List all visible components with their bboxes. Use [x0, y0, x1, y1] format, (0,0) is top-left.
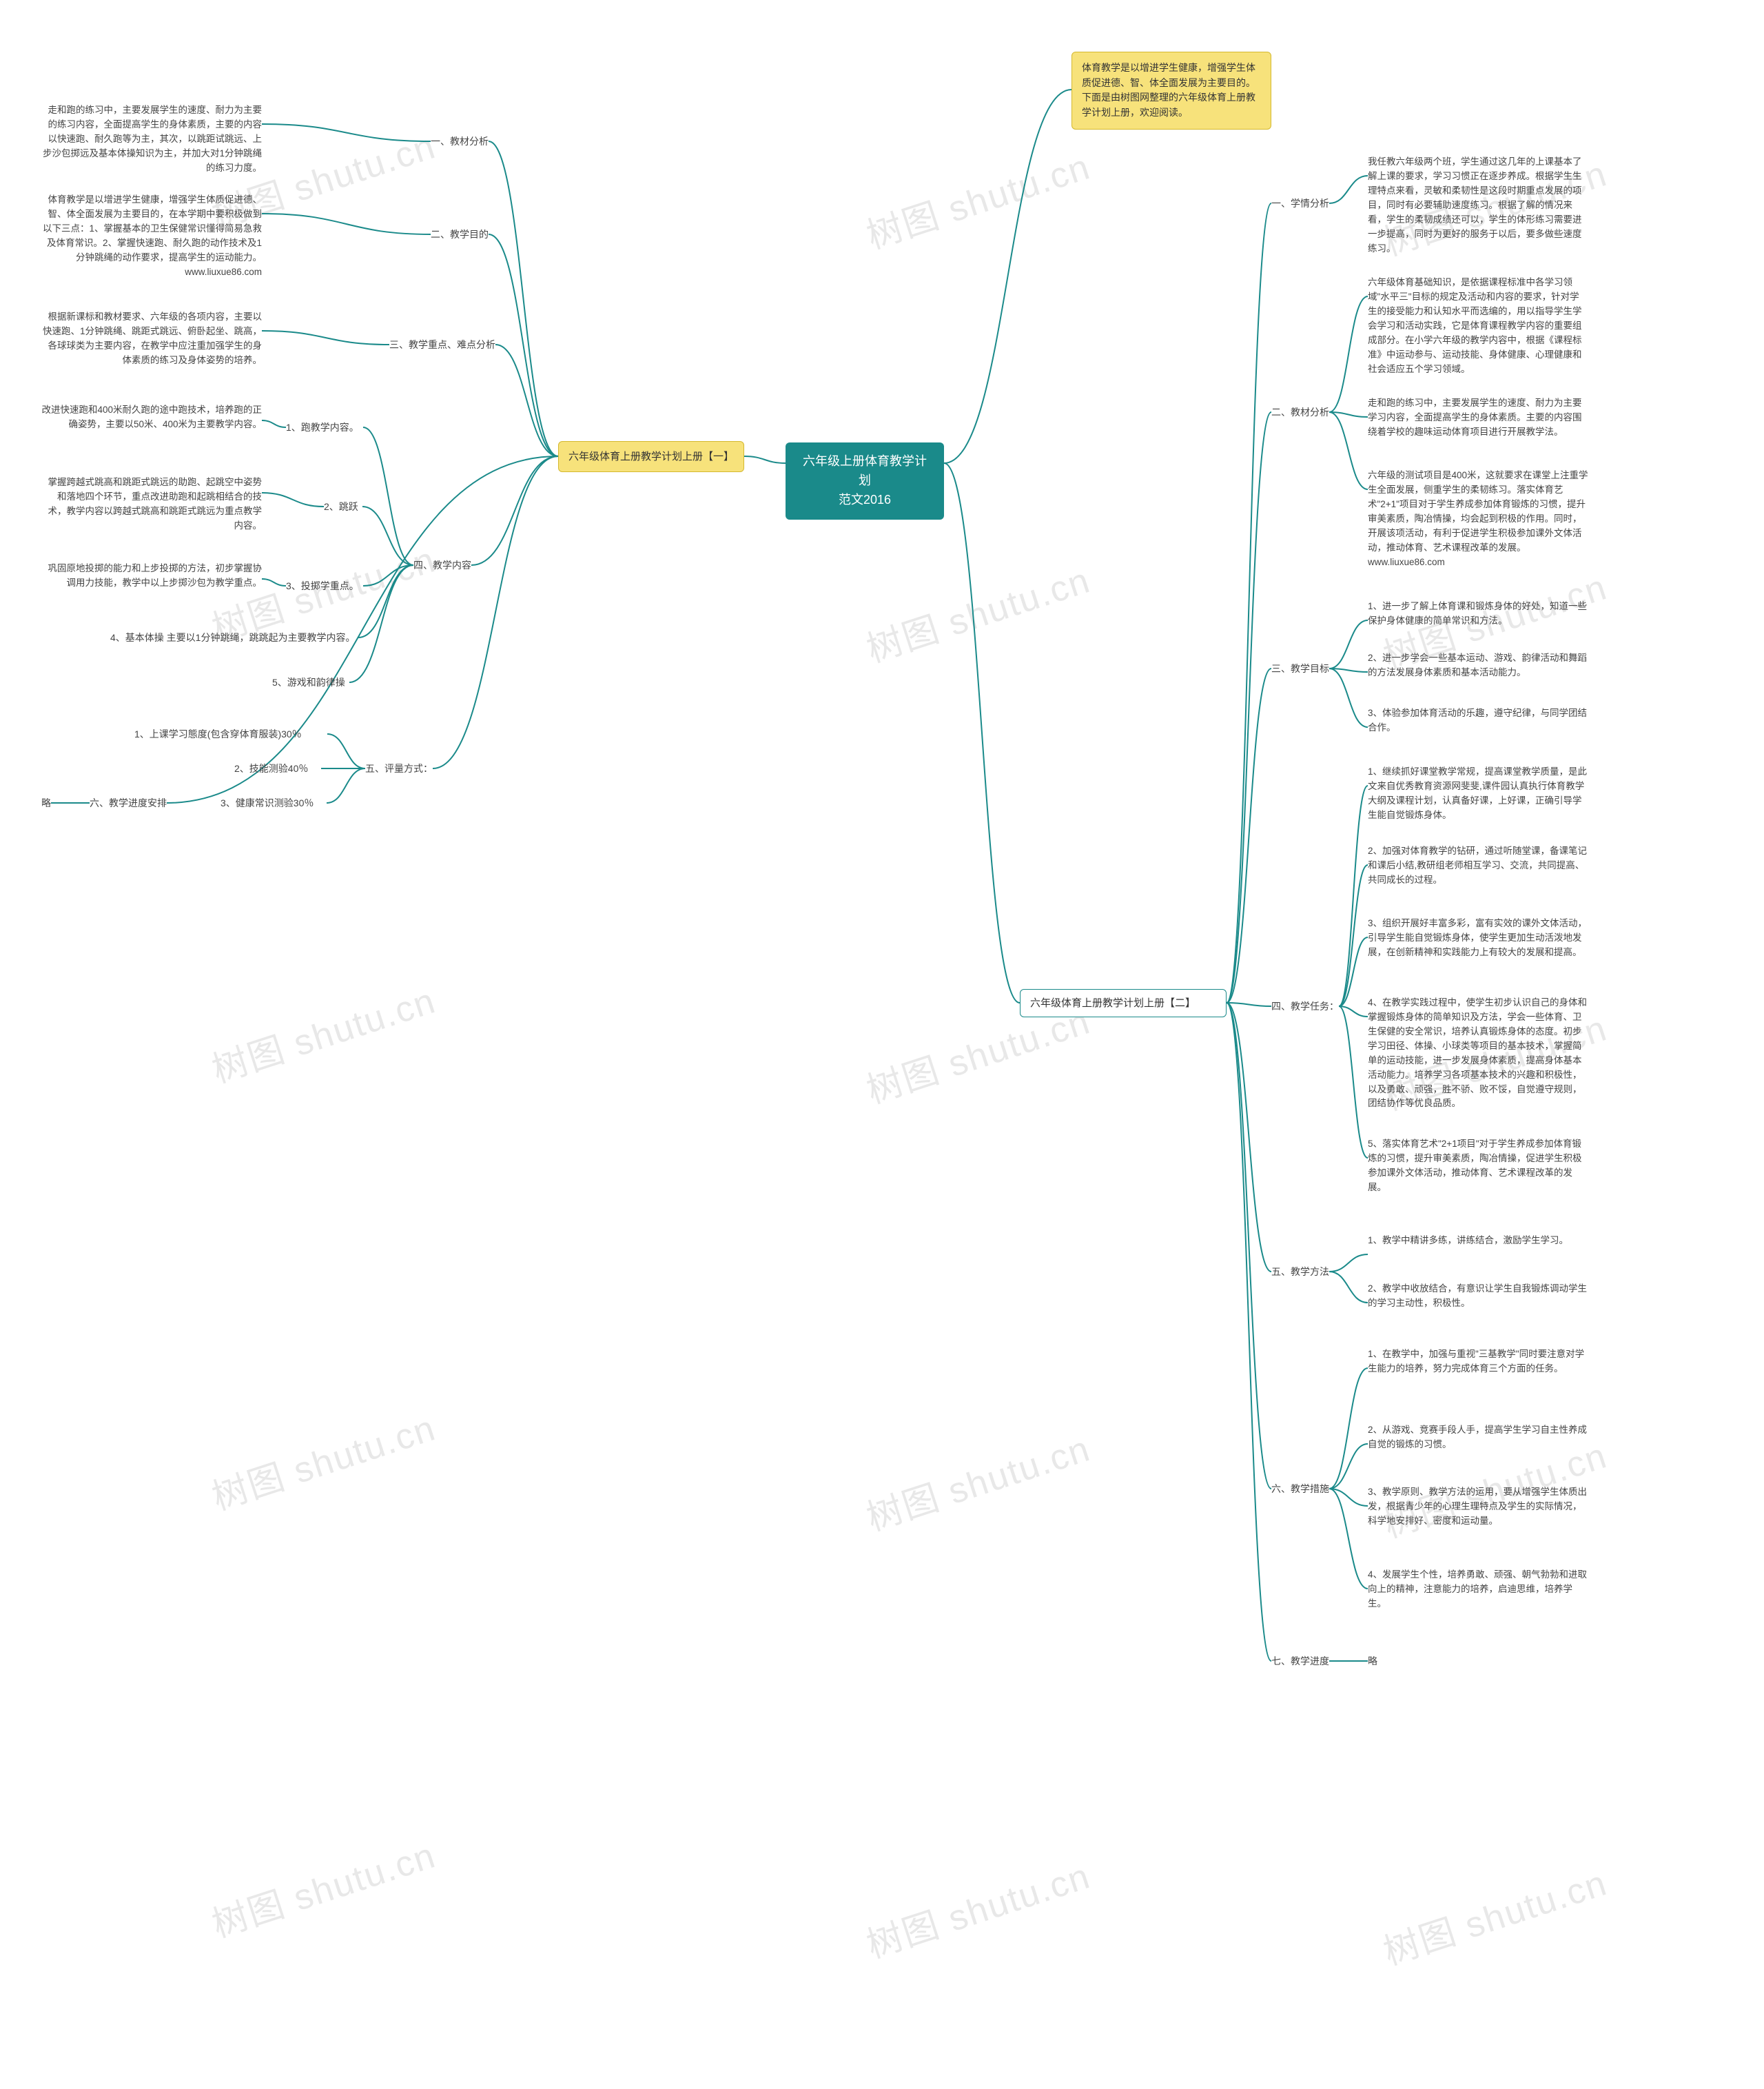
right-section-2[interactable]: 三、教学目标 — [1271, 662, 1329, 677]
right-leaf-5-3: 4、发展学生个性，培养勇敢、顽强、朝气勃勃和进取向上的精神，注意能力的培养，启迪… — [1368, 1568, 1588, 1611]
left-child-3-4[interactable]: 5、游戏和韵律操 — [272, 675, 345, 691]
left-leaf-2-0: 根据新课标和教材要求、六年级的各项内容，主要以快速跑、1分钟跳绳、跳距式跳远、俯… — [41, 310, 262, 368]
left-section-4[interactable]: 五、评量方式： — [365, 762, 433, 777]
left-section-2[interactable]: 三、教学重点、难点分析 — [389, 338, 495, 353]
branch-left-label: 六年级体育上册教学计划上册【一】 — [558, 441, 744, 472]
left-leaf-3-2-0: 巩固原地投掷的能力和上步投掷的方法，初步掌握协调用力技能，教学中以上步掷沙包为教… — [41, 562, 262, 591]
right-leaf-4-1: 2、教学中收放结合，有意识让学生自我锻炼调动学生的学习主动性，积极性。 — [1368, 1282, 1588, 1311]
right-leaf-5-0: 1、在教学中，加强与重视"三基教学"同时要注意对学生能力的培养，努力完成体育三个… — [1368, 1347, 1588, 1376]
left-section-3[interactable]: 四、教学内容 — [413, 558, 471, 573]
left-child-4-0[interactable]: 1、上课学习態度(包含穿体育服装)30％ — [134, 727, 302, 742]
left-child-4-2[interactable]: 3、健康常识测验30％ — [220, 796, 314, 811]
right-leaf-5-1: 2、从游戏、竞赛手段人手，提高学生学习自主性养成自觉的锻炼的习惯。 — [1368, 1423, 1588, 1452]
right-leaf-1-1: 走和跑的练习中，主要发展学生的速度、耐力为主要学习内容，全面提高学生的身体素质。… — [1368, 396, 1588, 440]
right-leaf-4-0: 1、教学中精讲多练，讲练结合，激励学生学习。 — [1368, 1234, 1588, 1248]
intro-text: 体育教学是以增进学生健康，增强学生体质促进德、智、体全面发展为主要目的。下面是由… — [1071, 52, 1271, 130]
root-label: 六年级上册体育教学计划范文2016 — [786, 442, 944, 520]
right-leaf-5-2: 3、教学原则、教学方法的运用，要从增强学生体质出发，根据青少年的心理生理特点及学… — [1368, 1485, 1588, 1529]
right-section-3[interactable]: 四、教学任务： — [1271, 999, 1339, 1015]
right-section-6[interactable]: 七、教学进度 — [1271, 1654, 1329, 1669]
right-child-6-0[interactable]: 略 — [1368, 1654, 1377, 1669]
left-child-3-0[interactable]: 1、跑教学内容。 — [286, 420, 359, 436]
right-section-1[interactable]: 二、教材分析 — [1271, 405, 1329, 420]
right-leaf-3-1: 2、加强对体育教学的钻研，通过听随堂课，备课笔记和课后小结,教研组老师相互学习、… — [1368, 844, 1588, 888]
left-child-3-3[interactable]: 4、基本体操 主要以1分钟跳绳，跳跳起为主要教学内容。 — [110, 631, 358, 646]
right-leaf-1-2: 六年级的测试项目是400米，这就要求在课堂上注重学生全面发展，侧重学生的柔韧练习… — [1368, 469, 1588, 569]
left-leaf-0-0: 走和跑的练习中，主要发展学生的速度、耐力为主要的练习内容，全面提高学生的身体素质… — [41, 103, 262, 176]
right-section-5[interactable]: 六、教学措施 — [1271, 1482, 1329, 1497]
watermark: 树图 shutu.cn — [205, 972, 442, 1092]
branch-left-title[interactable]: 六年级体育上册教学计划上册【一】 — [558, 441, 744, 472]
left-child-3-2[interactable]: 3、投掷学重点。 — [286, 579, 359, 594]
right-leaf-2-0: 1、进一步了解上体育课和锻炼身体的好处，知道一些保护身体健康的简单常识和方法。 — [1368, 600, 1588, 629]
watermark: 树图 shutu.cn — [859, 551, 1096, 672]
watermark: 树图 shutu.cn — [1376, 1854, 1613, 1975]
right-section-4[interactable]: 五、教学方法 — [1271, 1265, 1329, 1280]
left-section-0[interactable]: 一、教材分析 — [431, 134, 489, 150]
right-leaf-3-2: 3、组织开展好丰富多彩，富有实效的课外文体活动，引导学生能自觉锻炼身体，使学生更… — [1368, 917, 1588, 960]
branch-right-title[interactable]: 六年级体育上册教学计划上册【二】 — [1020, 989, 1227, 1017]
left-child-3-1[interactable]: 2、跳跃 — [324, 500, 358, 515]
right-leaf-2-1: 2、进一步学会一些基本运动、游戏、韵律活动和舞蹈的方法发展身体素质和基本活动能力… — [1368, 651, 1588, 680]
right-leaf-3-0: 1、继续抓好课堂教学常规，提高课堂教学质量，是此文来自优秀教育资源网斐斐,课件园… — [1368, 765, 1588, 823]
root-node[interactable]: 六年级上册体育教学计划范文2016 — [786, 442, 944, 520]
left-leaf-3-0-0: 改进快速跑和400米耐久跑的途中跑技术，培养跑的正确姿势，主要以50米、400米… — [41, 403, 262, 432]
left-child-4-1[interactable]: 2、技能测验40％ — [234, 762, 308, 777]
right-section-0[interactable]: 一、学情分析 — [1271, 196, 1329, 212]
left-leaf-3-1-0: 掌握跨越式跳高和跳距式跳远的助跑、起跳空中姿势和落地四个环节，重点改进助跑和起跳… — [41, 476, 262, 533]
watermark: 树图 shutu.cn — [859, 138, 1096, 258]
right-leaf-3-4: 5、落实体育艺术"2+1项目"对于学生养成参加体育锻炼的习惯，提升审美素质，陶冶… — [1368, 1137, 1588, 1195]
left-leaf-1-0: 体育教学是以增进学生健康，增强学生体质促进德、智、体全面发展为主要目的，在本学期… — [41, 193, 262, 280]
left-section-5[interactable]: 六、教学进度安排 — [90, 796, 167, 811]
watermark: 树图 shutu.cn — [205, 1399, 442, 1520]
right-leaf-1-0: 六年级体育基础知识，是依据课程标准中各学习领域"水平三"目标的规定及活动和内容的… — [1368, 276, 1588, 376]
right-leaf-0-0: 我任教六年级两个班，学生通过这几年的上课基本了解上课的要求，学习习惯正在逐步养成… — [1368, 155, 1588, 256]
left-section-1[interactable]: 二、教学目的 — [431, 227, 489, 243]
branch-right-label: 六年级体育上册教学计划上册【二】 — [1020, 989, 1227, 1017]
watermark: 树图 shutu.cn — [859, 1420, 1096, 1540]
watermark: 树图 shutu.cn — [859, 1847, 1096, 1968]
right-leaf-3-3: 4、在教学实践过程中，使学生初步认识自己的身体和掌握锻炼身体的简单知识及方法，学… — [1368, 996, 1588, 1111]
left-child-5-0[interactable]: 略 — [41, 796, 51, 811]
right-leaf-2-2: 3、体验参加体育活动的乐趣，遵守纪律，与同学团结合作。 — [1368, 706, 1588, 735]
watermark: 树图 shutu.cn — [205, 1826, 442, 1947]
intro-note: 体育教学是以增进学生健康，增强学生体质促进德、智、体全面发展为主要目的。下面是由… — [1071, 52, 1271, 130]
